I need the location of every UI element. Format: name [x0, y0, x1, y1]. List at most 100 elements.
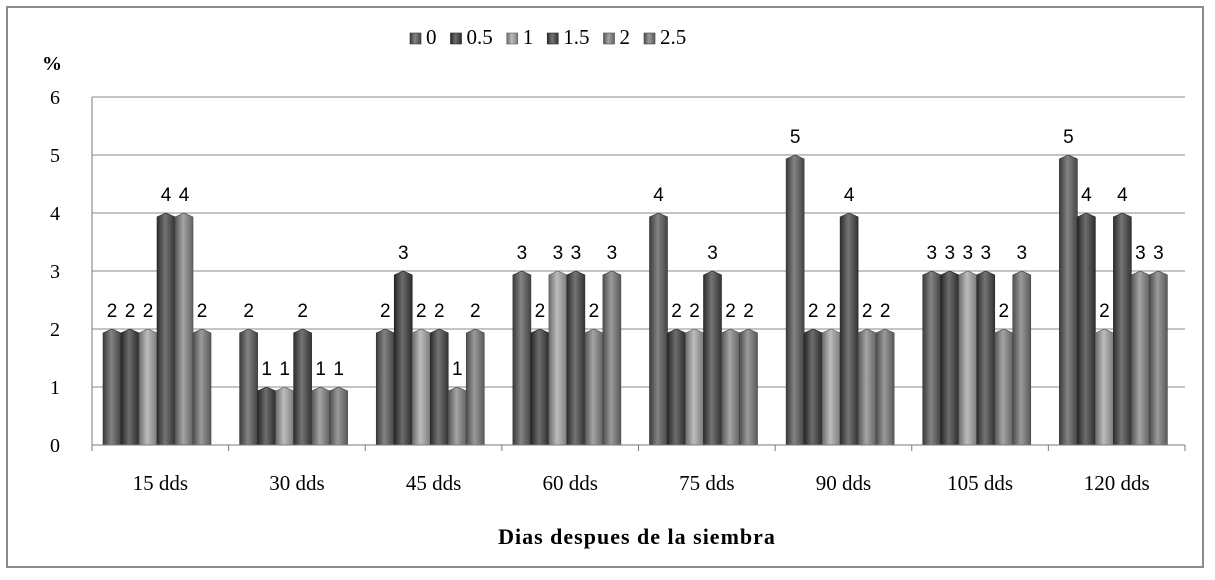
- bar: [257, 386, 276, 446]
- bar: [994, 328, 1014, 446]
- data-label: 5: [1063, 127, 1074, 148]
- y-tick-label: 6: [50, 87, 60, 109]
- bar: [156, 212, 176, 446]
- data-label: 2: [143, 301, 154, 322]
- bar: [1113, 212, 1132, 446]
- data-label: 4: [161, 185, 172, 206]
- x-tick-label: 120 dds: [1084, 471, 1150, 495]
- bar: [1095, 328, 1114, 446]
- data-label: 2: [998, 301, 1009, 322]
- bar: [1012, 270, 1032, 446]
- bar: [803, 328, 823, 446]
- y-tick-label: 5: [50, 145, 60, 167]
- x-tick-label: 30 dds: [269, 471, 324, 495]
- data-label: 3: [1135, 243, 1146, 264]
- legend-swatch: [506, 32, 519, 45]
- bar: [1059, 154, 1078, 446]
- bar: [922, 270, 942, 446]
- x-tick-label: 105 dds: [947, 471, 1013, 495]
- legend-label: 1: [523, 25, 534, 49]
- y-tick-label: 2: [50, 319, 60, 341]
- data-label: 3: [1016, 243, 1027, 264]
- x-tick-label: 45 dds: [406, 471, 461, 495]
- bar: [465, 328, 485, 446]
- bar: [839, 212, 859, 446]
- bar: [138, 328, 158, 446]
- data-label: 2: [589, 301, 600, 322]
- data-label: 1: [279, 359, 290, 380]
- bar: [102, 328, 122, 446]
- bar: [875, 328, 895, 446]
- bar: [239, 328, 258, 446]
- data-label: 2: [535, 301, 546, 322]
- data-label: 3: [398, 243, 409, 264]
- data-label: 2: [880, 301, 891, 322]
- bar: [1077, 212, 1096, 446]
- data-label: 2: [243, 301, 254, 322]
- data-label: 2: [725, 301, 736, 322]
- x-tick-label: 75 dds: [679, 471, 734, 495]
- data-label: 2: [671, 301, 682, 322]
- data-label: 2: [808, 301, 819, 322]
- data-label: 2: [107, 301, 118, 322]
- bar: [667, 328, 686, 446]
- y-axis-label: %: [42, 53, 62, 75]
- bar: [174, 212, 194, 446]
- legend-label: 0.5: [467, 25, 493, 49]
- x-tick-labels: 15 dds 30 dds 45 dds 60 dds 75 dds 90 dds 105 …: [133, 471, 1150, 495]
- data-label: 3: [944, 243, 955, 264]
- bar: [512, 270, 532, 446]
- data-label: 1: [261, 359, 272, 380]
- bar: [311, 386, 330, 446]
- data-label: 3: [926, 243, 937, 264]
- data-label: 2: [297, 301, 308, 322]
- legend-label: 2.5: [660, 25, 686, 49]
- data-label: 5: [790, 127, 801, 148]
- bar: [566, 270, 586, 446]
- bar: [721, 328, 740, 446]
- bar: [976, 270, 996, 446]
- bar: [1131, 270, 1150, 446]
- data-label: 3: [517, 243, 528, 264]
- data-label: 3: [980, 243, 991, 264]
- y-tick-labels: 0 1 2 3 4 5 6: [50, 87, 60, 457]
- y-tick-label: 1: [50, 377, 60, 399]
- y-tick-label: 3: [50, 261, 60, 283]
- bar: [739, 328, 758, 446]
- bar: [530, 328, 550, 446]
- data-label: 4: [1081, 185, 1092, 206]
- bar: [821, 328, 841, 446]
- legend-label: 2: [620, 25, 631, 49]
- data-label: 3: [607, 243, 618, 264]
- bar: [649, 212, 668, 446]
- bar: [375, 328, 395, 446]
- bar: [1149, 270, 1168, 446]
- data-label: 4: [653, 185, 664, 206]
- bar: [602, 270, 622, 446]
- legend-swatch: [603, 32, 615, 45]
- x-axis-label: Dias despues de la siembra: [498, 524, 776, 549]
- legend-swatch: [409, 32, 422, 45]
- bar: [447, 386, 467, 446]
- data-label: 2: [416, 301, 427, 322]
- bar: [857, 328, 877, 446]
- legend: 0 0.5 1 1.5 2 2.5: [409, 25, 686, 49]
- data-label: 4: [1117, 185, 1128, 206]
- x-tick-label: 90 dds: [816, 471, 871, 495]
- x-tick-label: 60 dds: [542, 471, 597, 495]
- bar: [685, 328, 704, 446]
- data-label: 4: [844, 185, 855, 206]
- bars: [102, 154, 1168, 446]
- data-label: 3: [707, 243, 718, 264]
- data-label: 2: [125, 301, 136, 322]
- data-label: 3: [962, 243, 973, 264]
- bar: [785, 154, 805, 446]
- y-tick-label: 0: [50, 435, 60, 457]
- bar: [293, 328, 312, 446]
- x-tick-label: 15 dds: [133, 471, 188, 495]
- legend-swatch: [450, 32, 462, 45]
- bar: [329, 386, 348, 446]
- legend-swatch: [643, 32, 656, 45]
- data-label: 2: [826, 301, 837, 322]
